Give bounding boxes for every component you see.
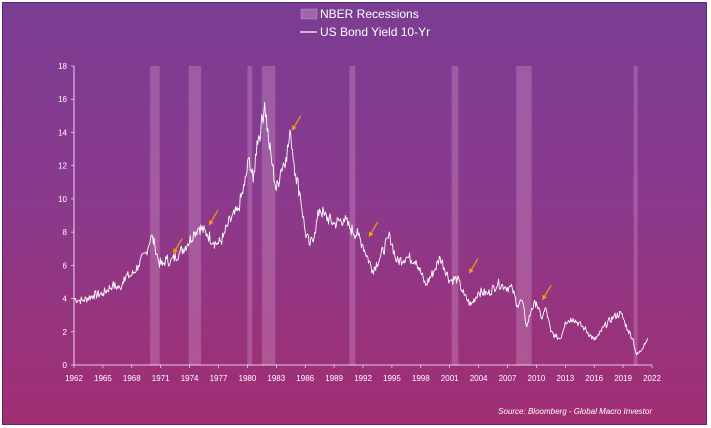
y-tick-label: 10 xyxy=(58,195,67,204)
y-tick-label: 0 xyxy=(63,361,68,370)
y-tick-label: 16 xyxy=(58,95,67,104)
recession-band xyxy=(349,66,356,365)
y-tick-label: 8 xyxy=(63,228,68,237)
x-tick-label: 1977 xyxy=(210,374,228,383)
chart-frame xyxy=(2,2,707,425)
legend-label-recession: NBER Recessions xyxy=(320,7,419,21)
recession-band xyxy=(516,66,532,365)
legend-swatch-recession xyxy=(300,8,318,20)
y-ticks: 0 2 4 6 8 10 12 14 16 18 xyxy=(58,62,74,370)
x-tick-label: 1971 xyxy=(152,374,170,383)
y-tick-label: 4 xyxy=(63,295,68,304)
axes xyxy=(73,66,652,366)
annotations xyxy=(173,115,552,301)
x-tick-label: 2004 xyxy=(470,374,488,383)
source-note: Source: Bloomberg - Global Macro Investo… xyxy=(498,407,652,416)
x-tick-label: 1965 xyxy=(94,374,112,383)
annotation-arrow xyxy=(469,258,479,272)
x-tick-label: 2022 xyxy=(643,374,661,383)
x-tick-label: 2016 xyxy=(585,374,603,383)
x-tick-label: 1968 xyxy=(123,374,141,383)
y-tick-label: 6 xyxy=(63,261,68,270)
legend: NBER Recessions US Bond Yield 10-Yr xyxy=(300,7,430,39)
y-tick-label: 14 xyxy=(58,128,67,137)
recession-band xyxy=(247,66,253,365)
x-tick-label: 2019 xyxy=(614,374,632,383)
recession-bands xyxy=(150,66,638,365)
x-tick-label: 1962 xyxy=(65,374,83,383)
annotation-arrow xyxy=(292,115,302,129)
x-tick-label: 1986 xyxy=(296,374,314,383)
x-ticks: 1962 1965 1968 1971 1974 1977 1980 1983 1986 1989… xyxy=(65,365,661,383)
recession-band xyxy=(150,66,160,365)
recession-band xyxy=(261,66,276,365)
annotation-arrow xyxy=(209,210,219,224)
x-tick-label: 1989 xyxy=(325,374,343,383)
y-tick-label: 2 xyxy=(63,328,68,337)
recession-band xyxy=(633,66,638,365)
x-tick-label: 2010 xyxy=(528,374,546,383)
legend-label-yield: US Bond Yield 10-Yr xyxy=(320,25,430,39)
annotation-arrowhead xyxy=(173,248,179,254)
recession-band xyxy=(451,66,459,365)
x-tick-label: 2001 xyxy=(441,374,459,383)
x-tick-label: 1980 xyxy=(239,374,257,383)
x-tick-label: 1992 xyxy=(354,374,372,383)
series-line-us-bond-yield xyxy=(73,102,649,356)
annotation-arrow xyxy=(543,284,552,299)
y-tick-label: 12 xyxy=(58,162,67,171)
x-tick-label: 2007 xyxy=(499,374,517,383)
x-tick-label: 1983 xyxy=(267,374,285,383)
annotation-arrowhead xyxy=(208,219,214,226)
annotation-arrow xyxy=(174,238,183,252)
annotation-arrowhead xyxy=(468,268,474,274)
x-tick-label: 1995 xyxy=(383,374,401,383)
annotation-arrowhead xyxy=(291,125,297,131)
x-tick-label: 1998 xyxy=(412,374,430,383)
annotation-arrowhead xyxy=(368,231,374,238)
annotation-arrow xyxy=(369,221,379,235)
y-tick-label: 18 xyxy=(58,62,67,71)
x-tick-label: 2013 xyxy=(556,374,574,383)
series xyxy=(73,102,649,356)
recession-band xyxy=(188,66,202,365)
annotation-arrowhead xyxy=(542,294,547,301)
x-tick-label: 1974 xyxy=(181,374,199,383)
